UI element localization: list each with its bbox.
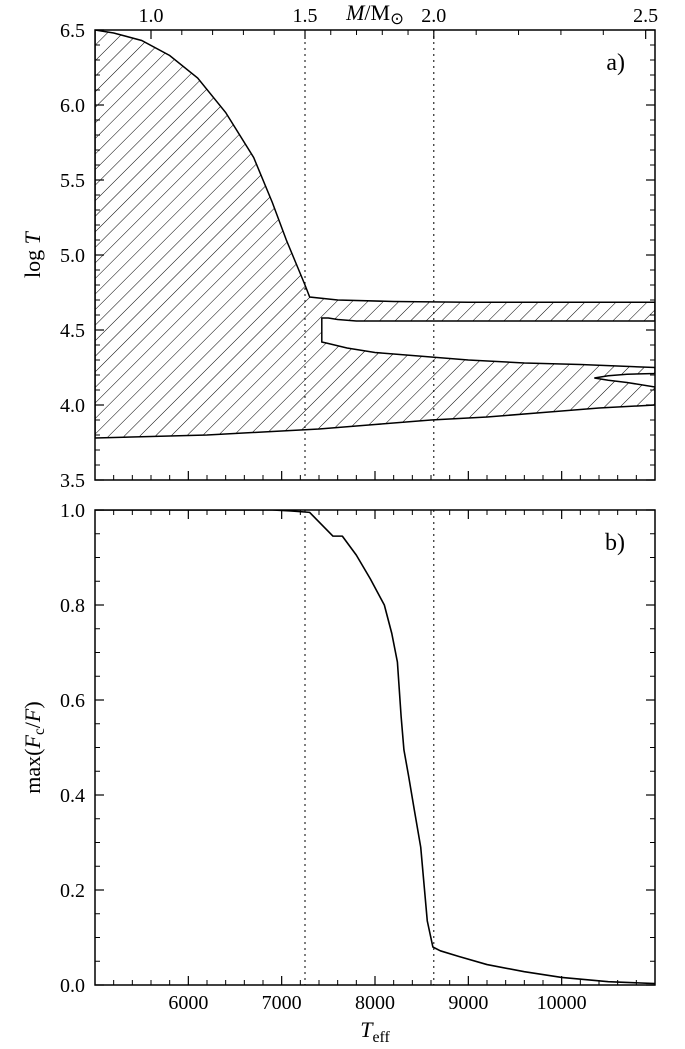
hatched-region-main-envelope: [95, 30, 655, 438]
ytick-label: 6.0: [60, 95, 85, 117]
ytick-label: 5.0: [60, 245, 85, 267]
panel-b-ylabel: max(Fc/F): [20, 701, 48, 793]
xtick-label: 6000: [168, 992, 208, 1014]
xtick-label: 8000: [355, 992, 395, 1014]
panel-a: 3.5 4.0 4.5 5.0 5.5 6.0 6.5 1.0 1.5 2.0 2.5 log T M/…: [20, 0, 658, 492]
panel-a-label: a): [606, 50, 625, 76]
ytick-label: 0.8: [60, 595, 85, 617]
xtop-tick-label: 2.5: [633, 5, 658, 27]
ytick-label: 4.0: [60, 395, 85, 417]
panel-b-frame: [95, 510, 655, 985]
figure: 3.5 4.0 4.5 5.0 5.5 6.0 6.5 1.0 1.5 2.0 2.5 log T M/…: [0, 0, 685, 1049]
ytick-label: 5.5: [60, 170, 85, 192]
panel-a-top-xlabel: M/M⊙: [345, 0, 404, 28]
xtick-label: 7000: [262, 992, 302, 1014]
xtick-label: 9000: [448, 992, 488, 1014]
ytick-label: 1.0: [60, 500, 85, 522]
panel-a-ylabel: log T: [20, 230, 45, 278]
panel-b: 0.0 0.2 0.4 0.6 0.8 1.0 6000 7000 8000 9000 10000 T…: [20, 500, 655, 1046]
flux-ratio-curve: [95, 510, 655, 984]
panel-b-label: b): [605, 530, 625, 556]
ytick-label: 0.0: [60, 975, 85, 997]
xtop-tick-label: 1.5: [293, 5, 318, 27]
ytick-label: 6.5: [60, 20, 85, 42]
ytick-label: 0.4: [60, 785, 85, 807]
xtop-tick-label: 1.0: [139, 5, 164, 27]
ytick-label: 0.6: [60, 690, 85, 712]
ytick-label: 3.5: [60, 470, 85, 492]
xtop-tick-label: 2.0: [421, 5, 446, 27]
panel-b-xlabel: Teff: [360, 1017, 390, 1046]
ytick-label: 4.5: [60, 320, 85, 342]
xtick-label: 10000: [537, 992, 587, 1014]
ytick-label: 0.2: [60, 880, 85, 902]
